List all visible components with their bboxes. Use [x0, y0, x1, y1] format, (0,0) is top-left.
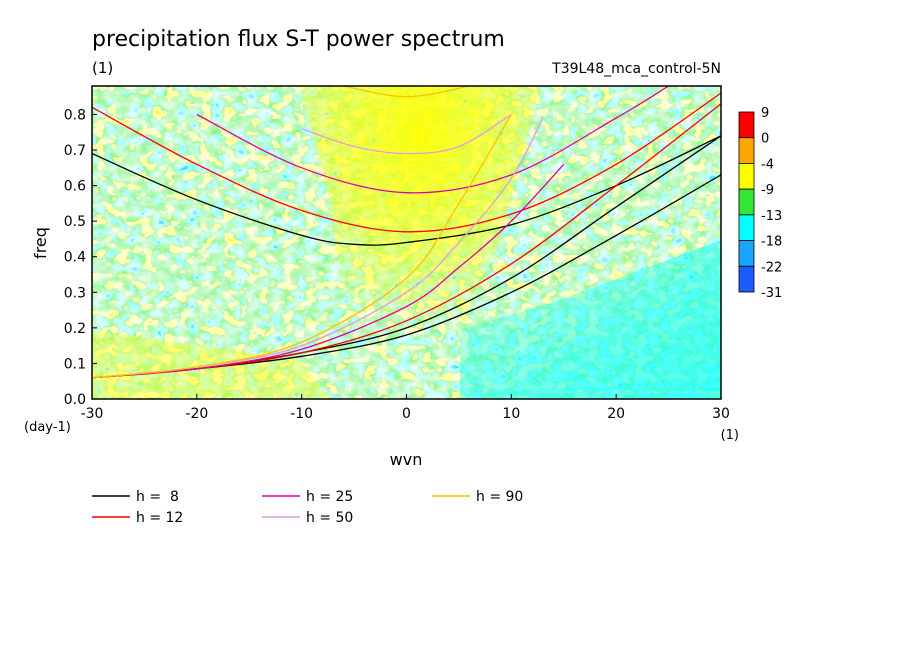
x-tick-label: -20: [185, 406, 208, 422]
colorbar-label: -13: [761, 209, 782, 224]
dispersion-curves: [92, 86, 721, 379]
units-label: (1): [92, 59, 113, 77]
y-tick-label: 0.4: [64, 250, 86, 266]
y-tick-label: 0.3: [64, 285, 86, 301]
y-tick-label: 0.2: [64, 321, 86, 337]
legend-label: h = 90: [476, 489, 523, 505]
x-axis-label: wvn: [390, 450, 423, 469]
x-tick-label: -10: [290, 406, 313, 422]
x-axis-unit: (1): [721, 428, 739, 443]
colorbar-label: -4: [761, 157, 774, 172]
dispersion-curve: [196, 86, 669, 194]
dispersion-curve: [92, 92, 721, 233]
x-tick-label: 0: [402, 406, 411, 422]
dispersion-curve: [92, 163, 565, 379]
x-axis-ticks: -30 -20 -10 0 10 20 30: [81, 394, 730, 422]
legend-label: h = 12: [136, 510, 183, 526]
colorbar-swatch: [738, 214, 755, 241]
legend-label: h = 50: [306, 510, 353, 526]
x-tick-label: -30: [81, 406, 104, 422]
y-axis-label: freq: [31, 227, 50, 259]
dispersion-curve: [343, 86, 470, 98]
x-tick-label: 10: [502, 406, 520, 422]
chart-title: precipitation flux S-T power spectrum: [92, 27, 505, 52]
colorbar-label: 9: [761, 106, 769, 121]
x-tick-label: 30: [712, 406, 730, 422]
colorbar: 9 0 -4 -9 -13 -18 -22 -31: [738, 106, 782, 301]
y-tick-label: 0.5: [64, 214, 86, 230]
legend-label: h = 8: [136, 489, 179, 505]
y-tick-label: 0.0: [64, 392, 86, 408]
x-tick-label: 20: [607, 406, 625, 422]
colorbar-swatch: [738, 240, 755, 267]
dispersion-curve: [301, 113, 512, 155]
y-tick-label: 0.7: [64, 143, 86, 159]
colorbar-label: 0: [761, 132, 769, 147]
y-tick-label: 0.6: [64, 179, 86, 195]
colorbar-swatch: [738, 163, 755, 190]
colorbar-swatch: [738, 188, 755, 216]
colorbar-swatch: [738, 265, 755, 293]
legend-label: h = 25: [306, 489, 353, 505]
colorbar-label: -9: [761, 183, 774, 198]
dispersion-curve: [92, 114, 512, 379]
chart-subtitle: T39L48_mca_control-5N: [551, 61, 721, 77]
colorbar-label: -31: [761, 286, 782, 301]
colorbar-label: -22: [761, 260, 782, 275]
y-tick-label: 0.8: [64, 107, 86, 123]
y-tick-label: 0.1: [64, 356, 86, 372]
colorbar-label: -18: [761, 235, 782, 250]
plot-area: [92, 86, 721, 399]
colorbar-swatch: [738, 137, 755, 164]
y-axis-unit: (day-1): [24, 420, 71, 435]
legend: h = 8 h = 12 h = 25 h = 50 h = 90: [92, 489, 523, 526]
colorbar-swatch: [738, 111, 755, 139]
y-axis-ticks: 0.0 0.1 0.2 0.3 0.4 0.5 0.6 0.7 0.8: [64, 107, 97, 408]
